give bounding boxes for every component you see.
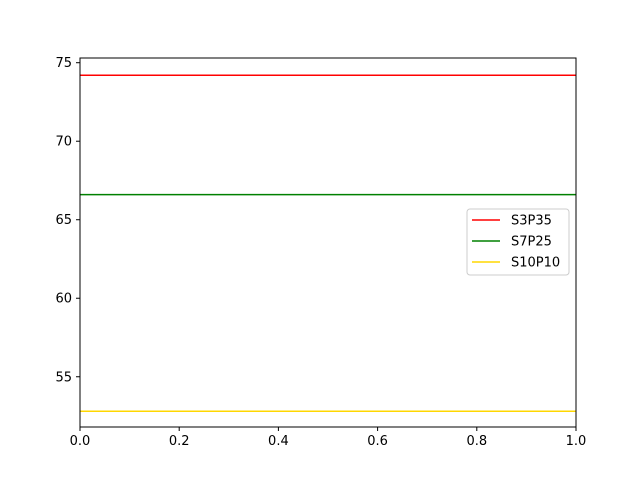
legend-box [466, 208, 570, 276]
x-axis: 0.0 0.2 0.4 0.6 0.8 1.0 [70, 427, 587, 449]
legend-label-s7p25: S7P25 [511, 235, 552, 250]
series-layer [80, 74, 576, 413]
legend-label-s3p35: S3P35 [511, 214, 552, 229]
y-tick-label: 65 [55, 213, 72, 228]
x-tick-label: 0.0 [70, 434, 91, 449]
x-tick-label: 0.4 [268, 434, 289, 449]
y-tick-label: 55 [55, 370, 72, 385]
legend: S3P35 S7P25 S10P10 [466, 208, 570, 276]
y-axis: 55 60 65 70 75 [55, 56, 80, 385]
y-tick-label: 60 [55, 292, 72, 307]
x-tick-label: 0.6 [367, 434, 388, 449]
y-tick-label: 75 [55, 56, 72, 71]
x-tick-label: 0.8 [466, 434, 487, 449]
x-tick-label: 0.2 [169, 434, 190, 449]
plot-area-frame [79, 57, 577, 428]
legend-label-s10p10: S10P10 [511, 256, 560, 271]
x-tick-label: 1.0 [566, 434, 587, 449]
y-tick-label: 70 [55, 135, 72, 150]
